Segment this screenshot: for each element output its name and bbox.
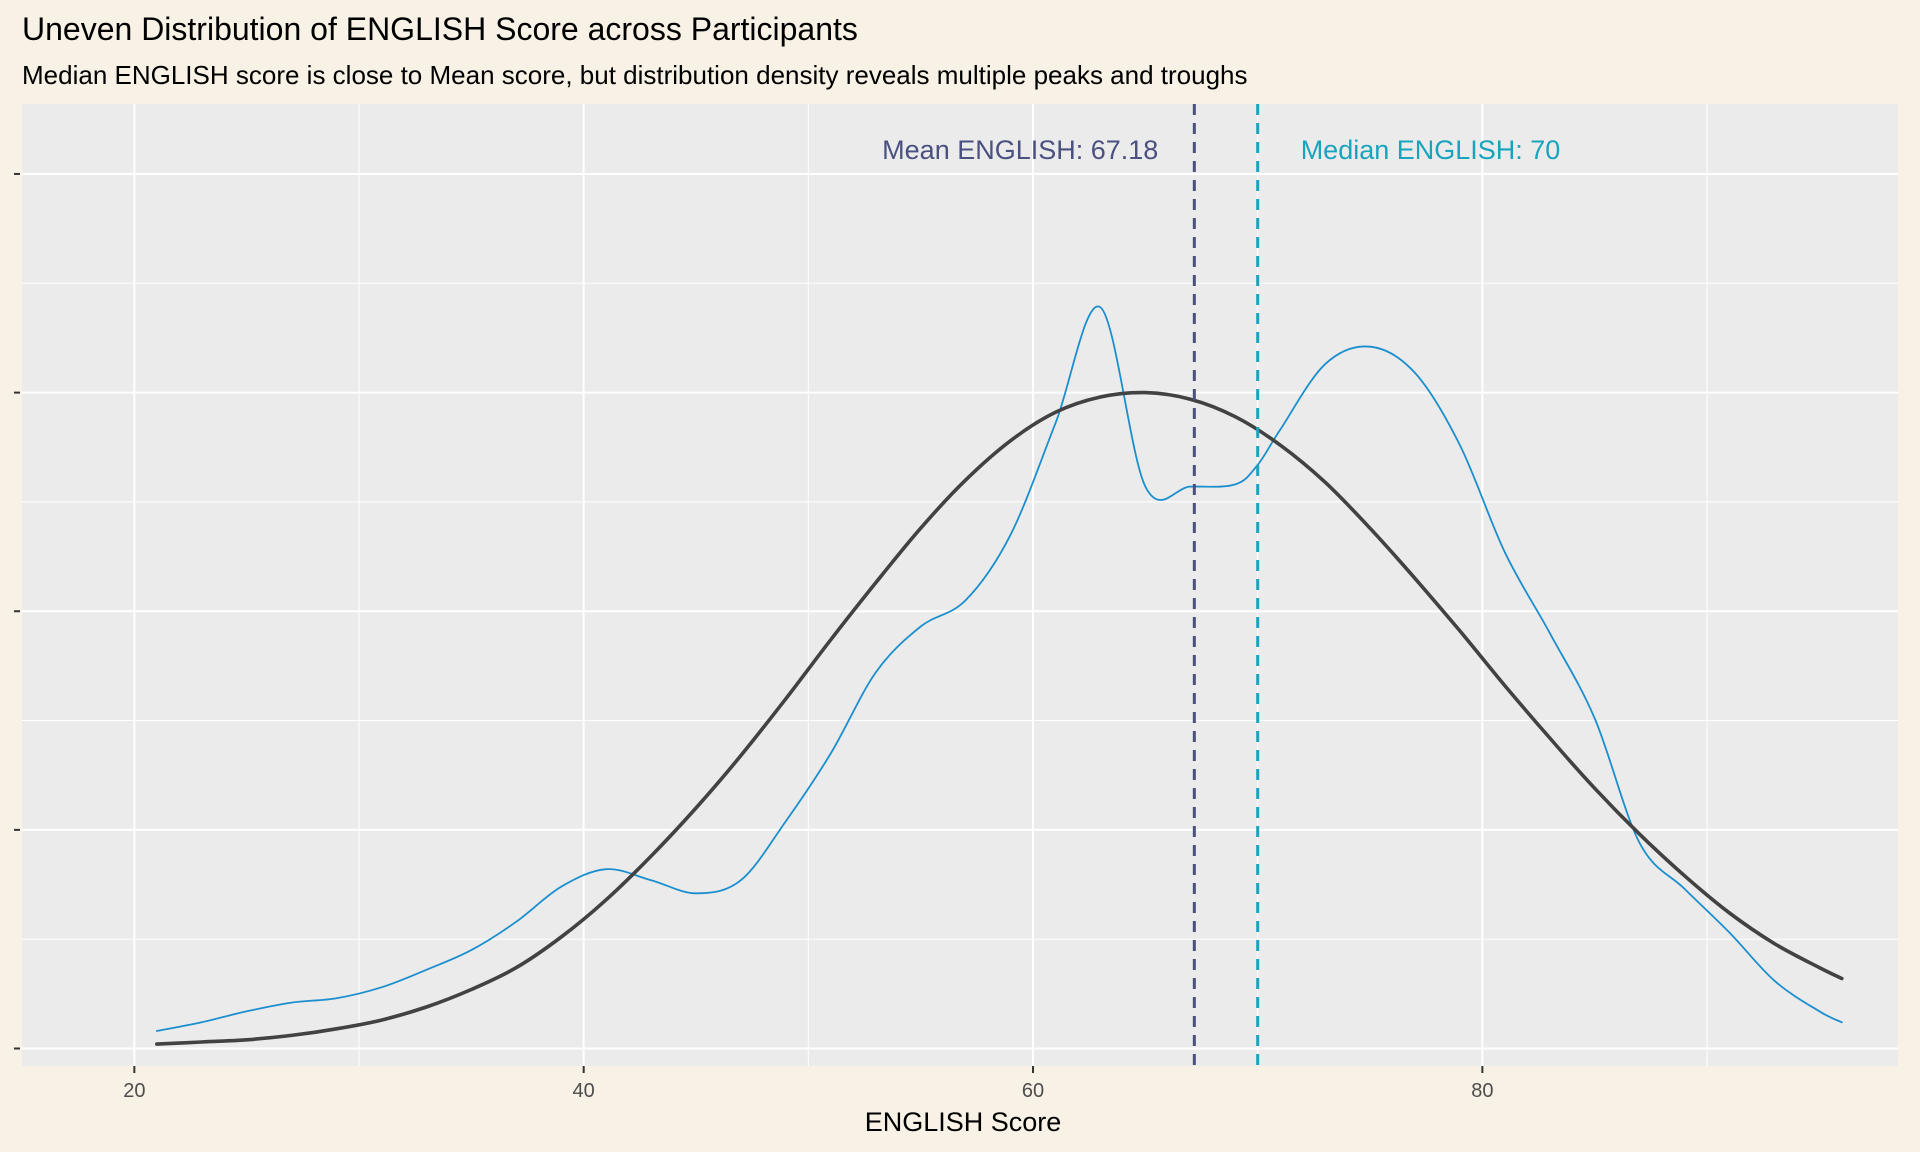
x-axis-title: ENGLISH Score bbox=[865, 1107, 1062, 1137]
y-axis-ticks bbox=[14, 172, 20, 1050]
reference-lines: Mean ENGLISH: 67.18 Median ENGLISH: 70 bbox=[882, 104, 1560, 1066]
x-tick-label: 40 bbox=[573, 1080, 595, 1102]
chart-title: Uneven Distribution of ENGLISH Score acr… bbox=[22, 11, 858, 47]
observed-density-curve bbox=[155, 305, 1843, 1032]
median-label: Median ENGLISH: 70 bbox=[1301, 135, 1561, 165]
mean-label: Mean ENGLISH: 67.18 bbox=[882, 135, 1158, 165]
x-tick-label: 20 bbox=[123, 1080, 145, 1102]
density-curves bbox=[155, 305, 1844, 1046]
normal-density-curve bbox=[155, 390, 1844, 1046]
major-gridlines bbox=[22, 104, 1898, 1066]
x-tick-label: 80 bbox=[1471, 1080, 1493, 1102]
x-tick-label: 60 bbox=[1022, 1080, 1044, 1102]
x-axis-ticks: 20 40 60 80 bbox=[123, 1066, 1493, 1102]
plot-panel bbox=[22, 104, 1898, 1066]
chart-subtitle: Median ENGLISH score is close to Mean sc… bbox=[22, 60, 1248, 90]
